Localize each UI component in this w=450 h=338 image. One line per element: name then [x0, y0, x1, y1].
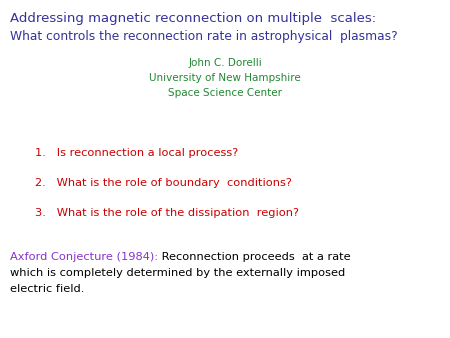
Text: electric field.: electric field. — [10, 284, 85, 294]
Text: Reconnection proceeds  at a rate: Reconnection proceeds at a rate — [158, 252, 351, 262]
Text: Addressing magnetic reconnection on multiple  scales:: Addressing magnetic reconnection on mult… — [10, 12, 376, 25]
Text: Axford Conjecture (1984):: Axford Conjecture (1984): — [10, 252, 158, 262]
Text: 3.   What is the role of the dissipation  region?: 3. What is the role of the dissipation r… — [35, 208, 299, 218]
Text: 2.   What is the role of boundary  conditions?: 2. What is the role of boundary conditio… — [35, 178, 292, 188]
Text: which is completely determined by the externally imposed: which is completely determined by the ex… — [10, 268, 345, 278]
Text: 1.   Is reconnection a local process?: 1. Is reconnection a local process? — [35, 148, 238, 158]
Text: John C. Dorelli
University of New Hampshire
Space Science Center: John C. Dorelli University of New Hampsh… — [149, 58, 301, 98]
Text: What controls the reconnection rate in astrophysical  plasmas?: What controls the reconnection rate in a… — [10, 30, 398, 43]
